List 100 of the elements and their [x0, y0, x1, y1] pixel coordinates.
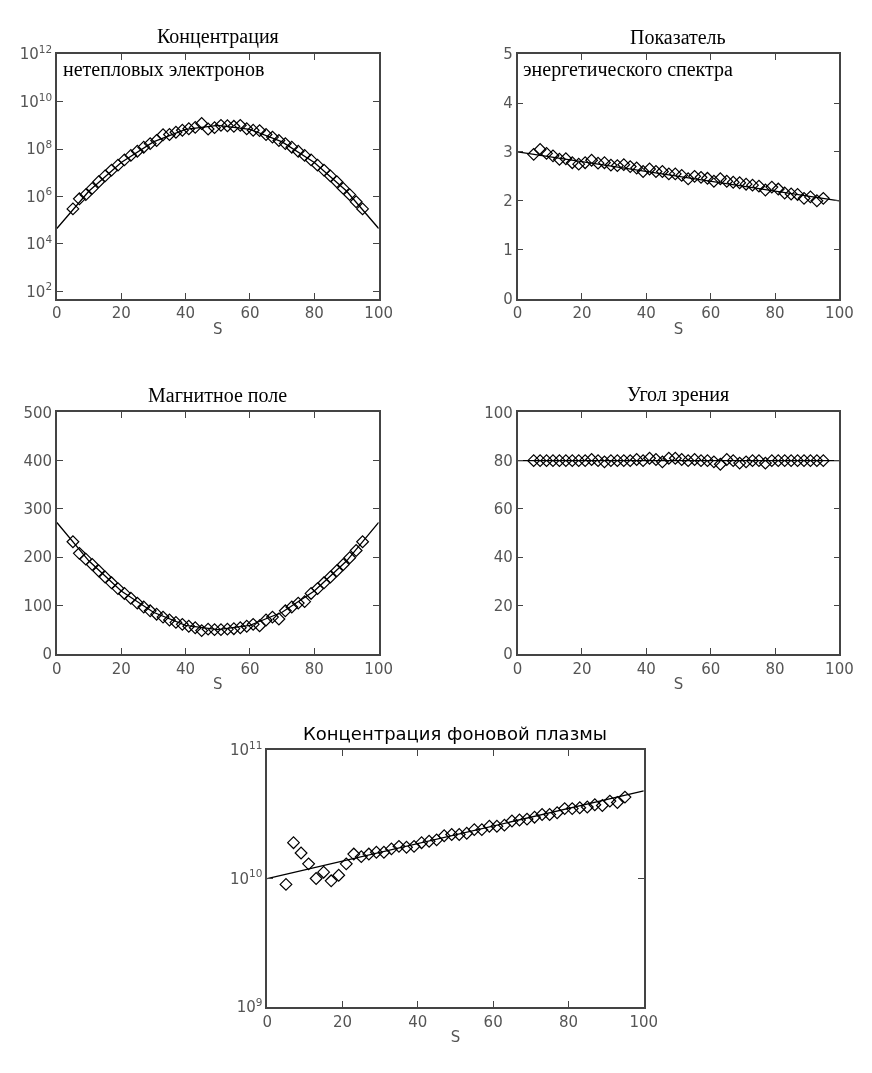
y-tick-label: 10$^{10}$	[229, 867, 263, 888]
y-tick-label: 10$^{10}$	[19, 90, 53, 111]
point	[72, 192, 86, 206]
point	[778, 454, 792, 468]
point	[739, 455, 753, 469]
x-axis-title: S	[673, 319, 684, 338]
point	[266, 130, 279, 144]
point	[392, 839, 406, 853]
point	[572, 454, 586, 468]
point	[98, 169, 112, 183]
point	[332, 868, 346, 882]
point	[752, 454, 766, 468]
point	[354, 850, 368, 864]
point	[791, 454, 805, 468]
point	[124, 591, 138, 605]
point	[604, 454, 618, 468]
point	[294, 846, 308, 860]
y-tick-label: 10$^{12}$	[19, 43, 53, 64]
chart-subtitle: энергетического спектра	[523, 58, 734, 81]
point	[694, 170, 708, 184]
point	[72, 546, 86, 560]
x-tick-label: 100	[364, 659, 393, 678]
point	[227, 622, 241, 636]
point	[573, 801, 587, 815]
point	[304, 153, 318, 167]
point	[527, 454, 541, 468]
y-tick-label: 1	[503, 240, 513, 259]
y-tick-label: 60	[493, 500, 513, 519]
point	[791, 187, 805, 201]
point	[285, 140, 299, 154]
point	[92, 564, 106, 578]
point	[720, 453, 734, 466]
point	[752, 179, 766, 193]
point	[720, 174, 734, 188]
point	[143, 137, 157, 151]
point	[201, 622, 215, 636]
point	[701, 171, 714, 185]
point	[317, 865, 331, 879]
y-tick-label: 10$^{11}$	[229, 738, 263, 760]
point	[92, 175, 106, 189]
point	[707, 455, 721, 469]
point	[746, 178, 759, 192]
point	[578, 156, 592, 170]
point	[552, 152, 566, 166]
point	[533, 143, 547, 156]
point	[259, 128, 273, 141]
y-tick-label: 200	[23, 548, 53, 567]
point	[240, 122, 254, 136]
x-tick-label: 20	[572, 659, 592, 678]
y-tick-label: 3	[503, 143, 513, 162]
point	[400, 840, 413, 854]
chart-title: Показатель	[630, 26, 726, 48]
point	[681, 172, 695, 186]
point	[298, 595, 312, 609]
x-axis-title: S	[213, 675, 223, 694]
point	[701, 454, 714, 468]
point	[733, 176, 747, 190]
point	[349, 195, 363, 209]
x-tick-label: 40	[176, 659, 196, 678]
point	[630, 161, 644, 175]
point	[208, 121, 221, 135]
point	[610, 796, 624, 809]
point	[163, 128, 176, 141]
point	[214, 623, 228, 637]
point	[497, 818, 511, 832]
point	[681, 454, 695, 468]
point	[437, 829, 451, 843]
point	[143, 604, 157, 618]
point	[623, 160, 637, 174]
point	[384, 842, 398, 856]
x-tick-label: 80	[304, 304, 324, 323]
x-axis-title: S	[213, 319, 223, 338]
y-tick-label: 10$^{6}$	[26, 185, 53, 206]
y-tick-label: 20	[493, 596, 513, 615]
chart-title: Магнитное поле	[148, 384, 288, 406]
point	[415, 836, 429, 850]
point	[343, 551, 357, 565]
point	[349, 544, 363, 557]
point	[323, 169, 337, 183]
point	[323, 570, 337, 584]
point	[675, 453, 689, 466]
point	[675, 168, 689, 182]
point	[565, 454, 579, 468]
point	[746, 454, 759, 468]
point	[343, 188, 357, 202]
point	[156, 128, 170, 142]
point	[623, 454, 637, 468]
point	[598, 156, 611, 170]
point	[797, 191, 811, 205]
point	[430, 833, 444, 847]
point	[369, 845, 383, 859]
point	[618, 790, 632, 804]
y-tick-label: 500	[23, 403, 53, 422]
point	[810, 194, 824, 208]
y-tick-label: 5	[503, 45, 513, 64]
x-tick-label: 20	[332, 1012, 353, 1031]
point	[124, 148, 138, 162]
point	[302, 857, 316, 871]
point	[604, 158, 618, 172]
point	[330, 175, 344, 189]
